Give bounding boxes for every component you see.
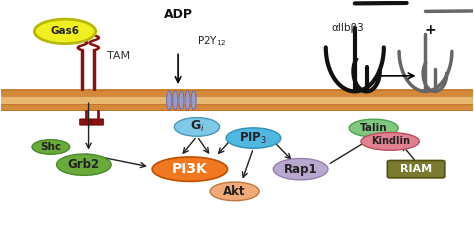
Text: Talin: Talin <box>360 123 387 133</box>
Text: αIIbβ3: αIIbβ3 <box>331 23 364 33</box>
Ellipse shape <box>185 91 190 110</box>
Text: Grb2: Grb2 <box>68 158 100 171</box>
Text: Gas6: Gas6 <box>51 26 80 36</box>
Text: RIAM: RIAM <box>400 164 432 174</box>
Ellipse shape <box>349 119 398 137</box>
Text: PIP$_3$: PIP$_3$ <box>239 130 268 146</box>
Ellipse shape <box>226 128 281 148</box>
Ellipse shape <box>32 140 70 154</box>
Ellipse shape <box>166 91 172 110</box>
Text: +: + <box>424 23 436 37</box>
Text: P2Y$_{12}$: P2Y$_{12}$ <box>197 34 227 48</box>
Ellipse shape <box>174 118 219 136</box>
Bar <box>1 96 473 104</box>
FancyBboxPatch shape <box>91 119 104 125</box>
Ellipse shape <box>210 182 259 201</box>
Ellipse shape <box>191 91 196 110</box>
Ellipse shape <box>179 91 184 110</box>
Ellipse shape <box>173 91 178 110</box>
Text: Kindlin: Kindlin <box>371 136 410 146</box>
Text: PI3K: PI3K <box>172 162 208 176</box>
Text: Rap1: Rap1 <box>284 163 318 176</box>
FancyBboxPatch shape <box>80 119 92 125</box>
Bar <box>1 89 473 111</box>
Ellipse shape <box>152 157 228 181</box>
FancyBboxPatch shape <box>387 160 445 178</box>
Ellipse shape <box>56 154 111 176</box>
Ellipse shape <box>35 19 96 44</box>
Ellipse shape <box>361 133 419 150</box>
Ellipse shape <box>273 158 328 180</box>
Text: Akt: Akt <box>223 185 246 198</box>
Text: Shc: Shc <box>40 142 62 152</box>
Text: ADP: ADP <box>164 8 192 21</box>
Text: G$_i$: G$_i$ <box>190 119 204 135</box>
Text: TAM: TAM <box>108 51 130 61</box>
